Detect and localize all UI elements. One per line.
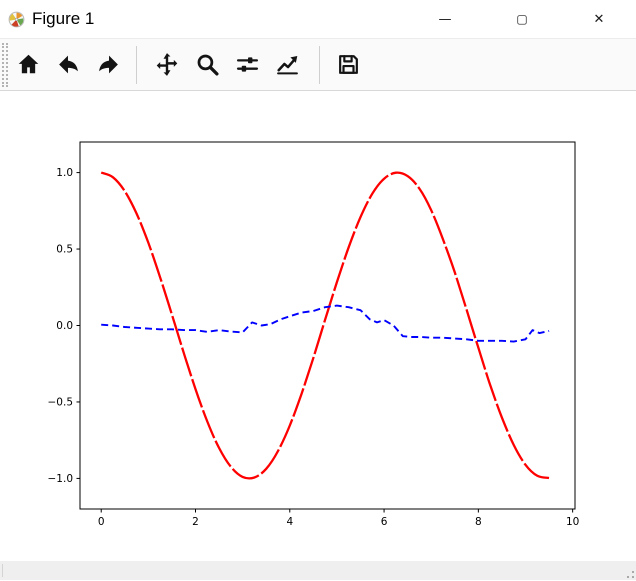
matplotlib-logo-icon — [8, 11, 25, 27]
x-tick-label: 2 — [192, 516, 199, 528]
x-tick-label: 4 — [286, 516, 293, 528]
axes-spines[interactable] — [79, 141, 576, 510]
forward-arrow-icon — [98, 55, 118, 74]
zoom-button[interactable] — [187, 45, 227, 85]
maximize-button[interactable]: ▢ — [499, 0, 545, 38]
plot-canvas[interactable]: 0 2 4 6 8 10 −1.0 −0.5 0.0 0.5 1.0 — [0, 91, 636, 561]
home-icon — [18, 54, 38, 74]
configure-subplots-button[interactable] — [227, 45, 267, 85]
y-tick-label: −1.0 — [48, 473, 74, 485]
y-tick-label: 0.0 — [56, 320, 73, 332]
blue-dashed-noise-line — [101, 304, 550, 343]
floppy-disk-icon — [338, 55, 358, 74]
figure-canvas-area: 0 2 4 6 8 10 −1.0 −0.5 0.0 0.5 1.0 — [0, 91, 636, 561]
resize-grip[interactable] — [624, 568, 634, 578]
y-tick-label: 1.0 — [56, 167, 73, 179]
x-tick-label: 10 — [566, 516, 579, 528]
navigation-toolbar — [0, 39, 636, 91]
x-tick-label: 0 — [98, 516, 105, 528]
pan-arrows-icon — [156, 52, 178, 76]
toolbar-separator — [319, 45, 320, 84]
toolbar-drag-handle[interactable] — [2, 42, 8, 87]
back-arrow-icon — [58, 55, 78, 74]
x-tick-label: 8 — [475, 516, 482, 528]
save-button[interactable] — [328, 45, 368, 85]
back-button[interactable] — [48, 45, 88, 85]
chart-arrow-icon — [276, 55, 298, 75]
toolbar-separator — [136, 45, 137, 84]
home-button[interactable] — [8, 45, 48, 85]
status-bar-divider — [2, 564, 3, 577]
y-tick-label: −0.5 — [48, 397, 74, 409]
x-tick-label: 6 — [381, 516, 388, 528]
close-button[interactable]: ✕ — [576, 0, 622, 38]
edit-parameters-button[interactable] — [267, 45, 307, 85]
y-tick-label: 0.5 — [56, 244, 73, 256]
title-bar: Figure 1 — ▢ ✕ — [0, 0, 636, 39]
minimize-button[interactable]: — — [422, 0, 468, 38]
red-cosine-line — [100, 171, 550, 480]
window-title: Figure 1 — [32, 9, 95, 28]
status-bar — [0, 561, 636, 580]
pan-button[interactable] — [147, 45, 187, 85]
sliders-icon — [236, 57, 258, 72]
magnifier-icon — [197, 54, 219, 76]
forward-button[interactable] — [88, 45, 128, 85]
